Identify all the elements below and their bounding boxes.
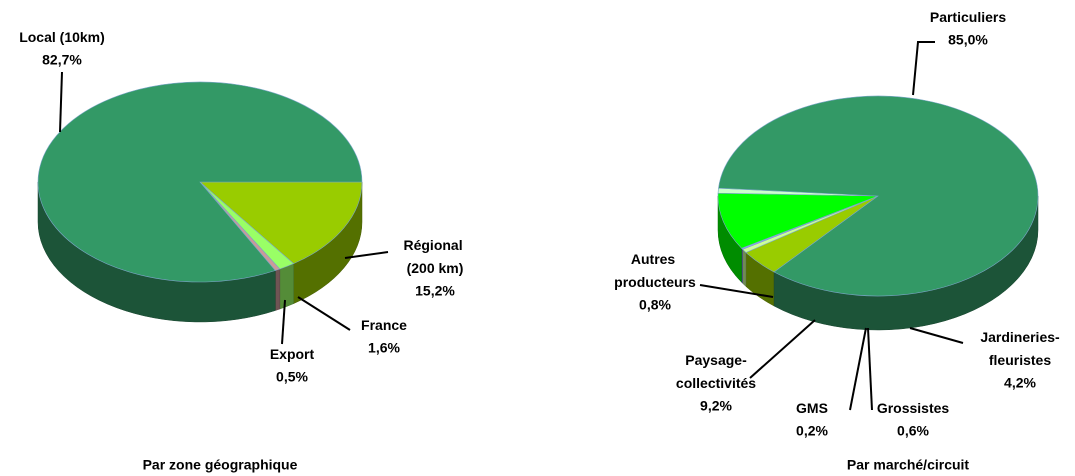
slice-label: Grossistes (877, 400, 950, 416)
label-line: Local (10km) (19, 29, 105, 45)
value-label: 1,6% (368, 340, 400, 356)
label-line: GMS (796, 400, 828, 416)
slice-label: Régional (200 km) (403, 237, 466, 276)
label-line: producteurs (614, 274, 696, 290)
pie-slice (199, 181, 363, 264)
pie-slice (717, 192, 879, 249)
chart-title: Par marché/circuit (847, 457, 970, 473)
label-line: (200 km) (407, 260, 464, 276)
leader-line (297, 296, 351, 331)
value-label: 85,0% (948, 32, 988, 48)
label-line: Export (270, 346, 315, 362)
pie-slice (718, 95, 1039, 297)
slice-label: GMS (796, 400, 828, 416)
value-label: 0,8% (639, 297, 671, 313)
label-line: France (361, 317, 407, 333)
leader-line (912, 41, 935, 96)
slice-label: Jardineries-fleuristes (980, 329, 1060, 368)
leader-line (344, 251, 389, 259)
value-label: 0,5% (276, 369, 308, 385)
pie-slice (37, 81, 363, 283)
label-line: Régional (403, 237, 466, 253)
label-line: collectivités (676, 375, 756, 391)
value-label: 4,2% (1004, 375, 1036, 391)
label-line: Particuliers (930, 9, 1006, 25)
slice-label: Particuliers (930, 9, 1006, 25)
pie-side (275, 268, 281, 311)
value-label: 9,2% (700, 398, 732, 414)
label-line: Paysage- (685, 352, 747, 368)
leader-line (849, 327, 867, 411)
label-line: Jardineries- (980, 329, 1060, 345)
pie (717, 95, 1039, 331)
pie-side (742, 248, 747, 288)
value-label: 0,6% (897, 423, 929, 439)
pie-side (279, 263, 294, 310)
leader-line (909, 327, 964, 344)
slice-label: Local (10km) (19, 29, 105, 45)
pie (37, 81, 363, 323)
label-line: fleuristes (989, 352, 1051, 368)
chart-title: Par zone géographique (143, 457, 298, 473)
label-line: Grossistes (877, 400, 950, 416)
leader-line (749, 319, 816, 379)
slice-label: Autres producteurs (614, 251, 696, 290)
value-label: 0,2% (796, 423, 828, 439)
label-line: Autres (631, 251, 679, 267)
leader-line (59, 71, 63, 133)
leader-line (867, 327, 873, 411)
slice-label: Paysage-collectivités (676, 352, 756, 391)
leader-line (699, 284, 774, 298)
slice-label: Export (270, 346, 315, 362)
value-label: 82,7% (42, 52, 82, 68)
leader-line (281, 299, 286, 345)
slice-label: France (361, 317, 407, 333)
value-label: 15,2% (415, 283, 455, 299)
